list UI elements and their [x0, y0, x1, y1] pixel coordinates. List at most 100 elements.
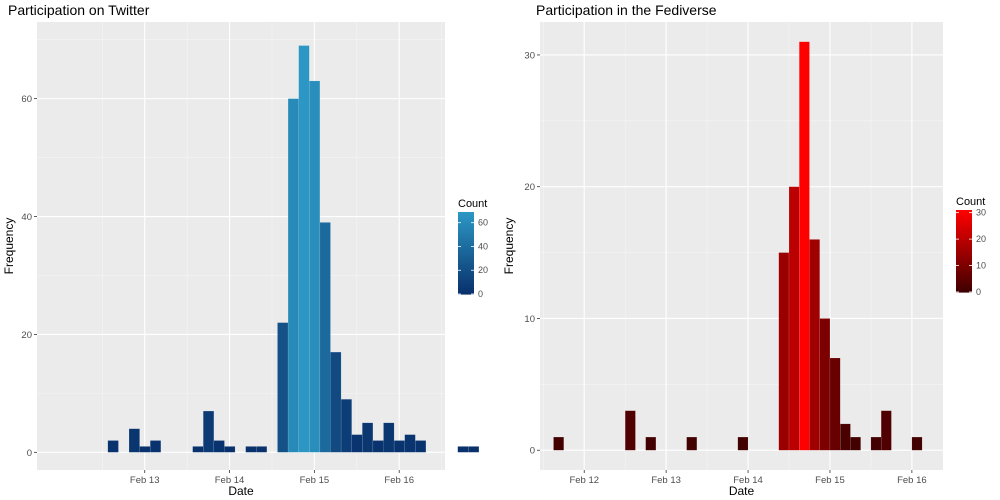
- y-tick-label: 40: [21, 212, 32, 223]
- legend-colorbar-segment: [458, 226, 474, 229]
- legend-colorbar-segment: [458, 253, 474, 256]
- histogram-bar: [319, 222, 331, 453]
- histogram-bar: [645, 436, 657, 451]
- legend-colorbar-segment: [458, 271, 474, 275]
- histogram-bar: [128, 428, 140, 453]
- legend-colorbar-segment: [956, 257, 972, 260]
- chart-title: Participation in the Fediverse: [536, 2, 717, 18]
- x-tick-label: Feb 15: [300, 475, 330, 486]
- x-tick-label: Feb 15: [815, 475, 845, 486]
- legend-colorbar-segment: [458, 285, 474, 289]
- y-tick-label: 0: [27, 448, 32, 459]
- histogram-bar: [850, 436, 861, 451]
- legend-colorbar-segment: [956, 255, 972, 258]
- x-tick-label: Feb 13: [651, 475, 681, 486]
- legend-colorbar-segment: [956, 210, 972, 213]
- histogram-bar: [686, 436, 698, 451]
- legend-tick-label: 0: [976, 287, 981, 297]
- legend-colorbar-segment: [956, 251, 972, 254]
- histogram-bar: [256, 446, 268, 453]
- x-tick-label: Feb 16: [897, 475, 927, 486]
- histogram-bar: [372, 440, 384, 453]
- x-axis-label: Date: [228, 484, 254, 498]
- legend-tick-label: 20: [478, 265, 488, 275]
- histogram-bar: [277, 322, 289, 453]
- histogram-bar: [383, 422, 395, 453]
- legend-colorbar-segment: [956, 271, 972, 275]
- legend-colorbar-segment: [956, 285, 972, 289]
- histogram-bar: [224, 446, 236, 453]
- legend-tick-label: 0: [478, 289, 483, 299]
- legend-tick-label: 30: [976, 208, 986, 218]
- legend-colorbar-segment: [956, 218, 972, 221]
- histogram-bar: [468, 446, 480, 453]
- histogram-bar: [309, 80, 321, 453]
- legend-colorbar-segment: [956, 240, 972, 244]
- legend-colorbar-segment: [956, 253, 972, 256]
- legend-colorbar-segment: [956, 228, 972, 232]
- histogram-bar: [362, 422, 374, 453]
- legend-colorbar-segment: [956, 289, 972, 293]
- legend-colorbar-segment: [458, 222, 474, 225]
- legend-colorbar-segment: [458, 291, 474, 295]
- legend-colorbar-segment: [956, 232, 972, 236]
- y-tick-label: 30: [524, 50, 535, 61]
- histogram-bar: [351, 434, 363, 453]
- legend-colorbar-segment: [458, 269, 474, 273]
- histogram-bar: [829, 357, 841, 451]
- legend: Count 0 20 40 60: [458, 198, 488, 299]
- histogram-bar: [737, 436, 749, 451]
- legend-colorbar-segment: [956, 265, 972, 268]
- histogram-bar: [150, 440, 162, 453]
- legend-colorbar-segment: [956, 263, 972, 266]
- y-axis-label: Frequency: [502, 218, 516, 275]
- legend-tick-label: 20: [976, 234, 986, 244]
- histogram-bar: [778, 252, 790, 451]
- legend-colorbar-segment: [956, 230, 972, 234]
- legend-colorbar-segment: [956, 222, 972, 225]
- histogram-bar: [245, 446, 257, 453]
- legend-colorbar-segment: [458, 257, 474, 260]
- legend-colorbar-segment: [956, 242, 972, 246]
- histogram-bar: [287, 98, 299, 453]
- histogram-bar: [799, 41, 810, 451]
- histogram-bar: [298, 45, 310, 453]
- legend-colorbar-segment: [458, 242, 474, 246]
- histogram-bar: [415, 440, 427, 453]
- y-tick-label: 10: [524, 314, 535, 325]
- legend: Count 0 10 20 30: [956, 196, 986, 297]
- histogram-bar: [107, 440, 119, 453]
- legend-colorbar-segment: [458, 287, 474, 291]
- legend-colorbar-segment: [458, 212, 474, 215]
- legend-colorbar-segment: [458, 240, 474, 244]
- legend-colorbar-segment: [458, 259, 474, 262]
- legend-colorbar-segment: [956, 244, 972, 248]
- legend-colorbar-segment: [458, 261, 474, 264]
- legend-colorbar-segment: [956, 236, 972, 240]
- histogram-bar: [404, 434, 416, 453]
- legend-colorbar-segment: [458, 244, 474, 248]
- histogram-bar: [880, 410, 892, 451]
- histogram-bar: [788, 186, 800, 451]
- legend-colorbar-segment: [458, 246, 474, 250]
- legend-colorbar-segment: [458, 277, 474, 281]
- legend-colorbar-segment: [458, 255, 474, 258]
- histogram-bar: [819, 318, 831, 451]
- legend-colorbar-segment: [458, 218, 474, 221]
- legend-colorbar-segment: [458, 232, 474, 236]
- histogram-bar: [809, 239, 820, 451]
- histogram-bar: [203, 410, 215, 453]
- legend-colorbar-segment: [956, 287, 972, 291]
- x-axis-label: Date: [729, 484, 755, 498]
- legend-colorbar-segment: [956, 283, 972, 287]
- legend-title: Count: [458, 198, 487, 210]
- legend-colorbar-segment: [956, 220, 972, 223]
- legend-colorbar-segment: [458, 214, 474, 217]
- plot-background: [37, 22, 445, 470]
- y-axis-label: Frequency: [2, 218, 16, 275]
- histogram-bar: [911, 436, 923, 451]
- histogram-bar: [870, 436, 882, 451]
- x-tick-label: Feb 14: [215, 475, 245, 486]
- legend-colorbar-segment: [956, 267, 972, 271]
- legend-colorbar-segment: [956, 212, 972, 215]
